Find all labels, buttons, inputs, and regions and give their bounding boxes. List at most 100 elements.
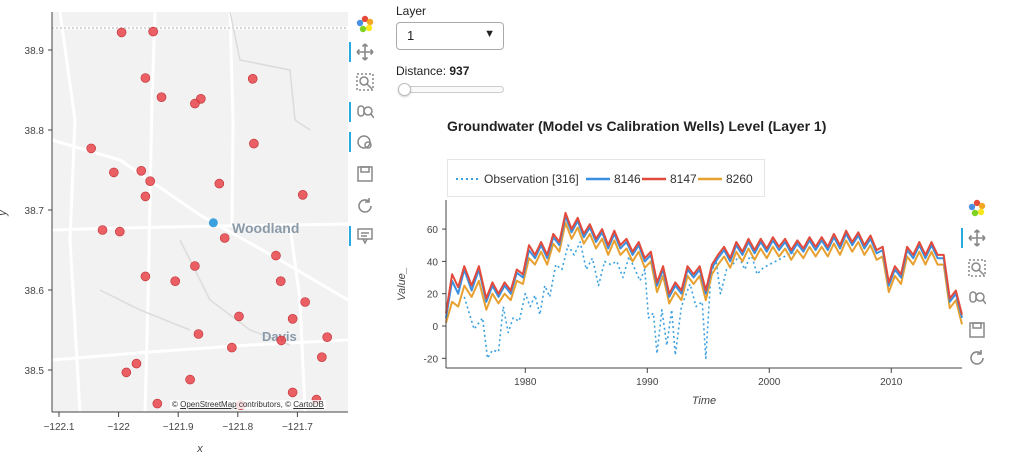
series-line-8147 xyxy=(445,211,963,315)
well-point[interactable] xyxy=(300,297,310,307)
well-point[interactable] xyxy=(170,276,181,287)
well-point[interactable] xyxy=(249,138,259,149)
well-point[interactable] xyxy=(271,250,281,261)
chart-y-tick-label: 40 xyxy=(427,257,439,268)
reset-tool-icon[interactable] xyxy=(351,194,379,218)
chart-x-ticks: 1980 1990 2000 2010 xyxy=(514,368,903,388)
well-point[interactable] xyxy=(140,271,151,282)
well-point[interactable] xyxy=(317,352,327,363)
distance-value: 937 xyxy=(449,64,470,78)
dropdown-arrow-icon: ▼ xyxy=(484,28,495,40)
attribution-mid: contributors, © xyxy=(236,400,294,409)
well-point[interactable] xyxy=(287,387,298,398)
well-point[interactable] xyxy=(114,226,125,237)
distance-slider-handle[interactable] xyxy=(398,83,411,96)
well-point[interactable] xyxy=(193,329,204,339)
series-line-8146 xyxy=(445,215,963,319)
reset-tool-icon-chart[interactable] xyxy=(963,346,991,370)
legend-label: 8260 xyxy=(726,172,753,186)
save-tool-icon-chart[interactable] xyxy=(963,318,991,342)
map-y-axis-label: y xyxy=(0,209,9,217)
box-zoom-tool-icon[interactable] xyxy=(351,70,379,94)
series-line-8260 xyxy=(445,221,963,325)
map-y-tick-label: 38.8 xyxy=(25,126,45,137)
layer-select[interactable]: 1 ▼ xyxy=(396,22,504,50)
box-zoom-tool-icon-chart[interactable] xyxy=(963,256,991,280)
well-point[interactable] xyxy=(145,176,155,186)
wheel-zoom-tool-icon-chart[interactable] xyxy=(963,286,991,310)
bokeh-logo-icon[interactable] xyxy=(351,12,379,36)
well-point[interactable] xyxy=(97,225,108,235)
map-y-tick-label: 38.7 xyxy=(25,206,45,217)
pan-tool-icon-chart[interactable] xyxy=(961,226,991,250)
well-point[interactable] xyxy=(322,332,333,343)
map-y-tick-label: 38.5 xyxy=(25,366,45,377)
chart-y-ticks: -20 0 20 40 60 xyxy=(424,225,446,365)
map-plot[interactable]: Woodland Davis 38.938.838.738.638.5 −122… xyxy=(0,0,350,467)
well-point[interactable] xyxy=(190,98,200,109)
well-point[interactable] xyxy=(116,27,127,38)
well-point[interactable] xyxy=(297,190,308,200)
well-point[interactable] xyxy=(219,233,230,243)
wheel-zoom-tool-icon[interactable] xyxy=(349,100,379,124)
well-points[interactable] xyxy=(86,26,333,411)
distance-label: Distance: 937 xyxy=(396,64,469,78)
selected-well-point[interactable] xyxy=(208,218,218,228)
bokeh-logo-icon-chart[interactable] xyxy=(963,196,991,220)
distance-slider-track[interactable] xyxy=(398,86,504,93)
chart-y-axis-label: Value_ xyxy=(396,267,408,301)
well-point[interactable] xyxy=(234,311,244,322)
chart-toolbar xyxy=(961,196,991,366)
distance-label-text: Distance: xyxy=(396,64,450,78)
well-point[interactable] xyxy=(131,358,142,369)
well-point[interactable] xyxy=(227,342,237,353)
line-chart[interactable]: -20 0 20 40 60 1980 1990 2000 2010 Value_ Time xyxy=(390,196,965,416)
well-point[interactable] xyxy=(109,167,119,178)
carto-link[interactable]: CartoDB xyxy=(293,400,324,409)
well-point[interactable] xyxy=(86,143,96,154)
chart-x-axis-label: Time xyxy=(692,395,716,407)
well-point[interactable] xyxy=(247,74,258,84)
well-point[interactable] xyxy=(121,367,132,378)
layer-select-value: 1 xyxy=(407,28,415,43)
map-x-tick-label: −122.1 xyxy=(44,422,75,433)
attribution-prefix: © xyxy=(172,400,181,409)
map-background xyxy=(52,12,348,412)
well-point[interactable] xyxy=(276,335,287,346)
map-x-ticks: −122.1 −122 −121.9 −121.8 −121.7 xyxy=(44,412,313,433)
map-y-tick-label: 38.9 xyxy=(25,46,45,57)
layer-label: Layer xyxy=(396,4,427,18)
well-point[interactable] xyxy=(287,313,298,324)
map-y-ticks: 38.9 38.8 38.7 38.6 38.5 xyxy=(25,46,52,377)
legend-label: 8147 xyxy=(670,172,697,186)
chart-legend: Observation [316] 8146 8147 8260 xyxy=(447,159,765,197)
chart-y-tick-label: 20 xyxy=(427,290,439,301)
save-tool-icon[interactable] xyxy=(351,162,379,186)
map-x-axis-label: x xyxy=(196,443,203,455)
map-toolbar xyxy=(349,12,379,262)
chart-x-tick-label: 2010 xyxy=(880,377,903,388)
well-point[interactable] xyxy=(190,261,200,271)
legend-label: 8146 xyxy=(614,172,641,186)
well-point[interactable] xyxy=(185,374,195,385)
well-point[interactable] xyxy=(275,276,286,287)
map-x-tick-label: −121.8 xyxy=(222,422,253,433)
map-x-tick-label: −121.7 xyxy=(282,422,313,433)
well-point[interactable] xyxy=(156,92,167,102)
legend-label: Observation [316] xyxy=(484,172,579,186)
well-point[interactable] xyxy=(148,26,158,37)
well-point[interactable] xyxy=(140,191,151,202)
reset-zoom-tool-icon[interactable] xyxy=(349,130,379,154)
well-point[interactable] xyxy=(152,398,163,409)
place-label-woodland: Woodland xyxy=(232,220,299,236)
hover-tool-icon[interactable] xyxy=(349,224,379,248)
pan-tool-icon[interactable] xyxy=(349,40,379,64)
well-point[interactable] xyxy=(140,73,151,83)
well-point[interactable] xyxy=(214,178,225,189)
chart-series xyxy=(445,211,963,360)
chart-y-tick-label: 0 xyxy=(432,322,438,333)
well-point[interactable] xyxy=(136,166,147,176)
chart-x-tick-label: 1980 xyxy=(514,377,537,388)
chart-x-tick-label: 1990 xyxy=(636,377,659,388)
osm-link[interactable]: OpenStreetMap xyxy=(180,400,237,409)
